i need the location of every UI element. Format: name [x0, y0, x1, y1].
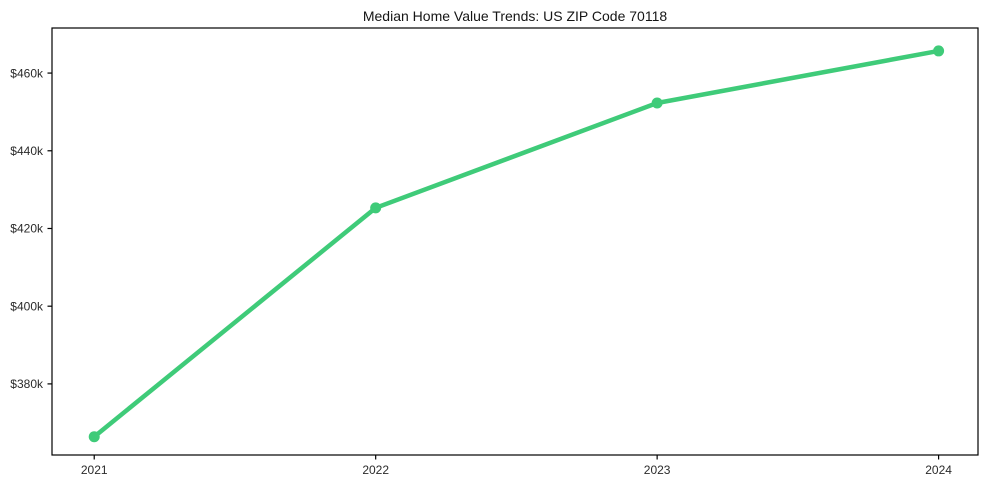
x-tick-label: 2023	[644, 463, 671, 477]
y-tick-label: $420k	[10, 222, 44, 236]
data-point-marker	[88, 431, 100, 443]
y-tick-label: $380k	[10, 377, 44, 391]
y-tick-label: $440k	[10, 144, 44, 158]
trend-line	[91, 48, 941, 439]
y-tick-label: $400k	[10, 299, 44, 313]
data-point-marker	[933, 45, 945, 57]
x-tick-label: 2021	[81, 463, 108, 477]
chart-title: Median Home Value Trends: US ZIP Code 70…	[362, 8, 668, 24]
plot-frame	[51, 27, 979, 456]
data-point-marker	[370, 202, 382, 214]
y-tick-label: $460k	[10, 66, 44, 80]
x-tick-label: 2022	[362, 463, 389, 477]
data-point-marker	[651, 97, 663, 109]
x-tick-label: 2024	[925, 463, 952, 477]
